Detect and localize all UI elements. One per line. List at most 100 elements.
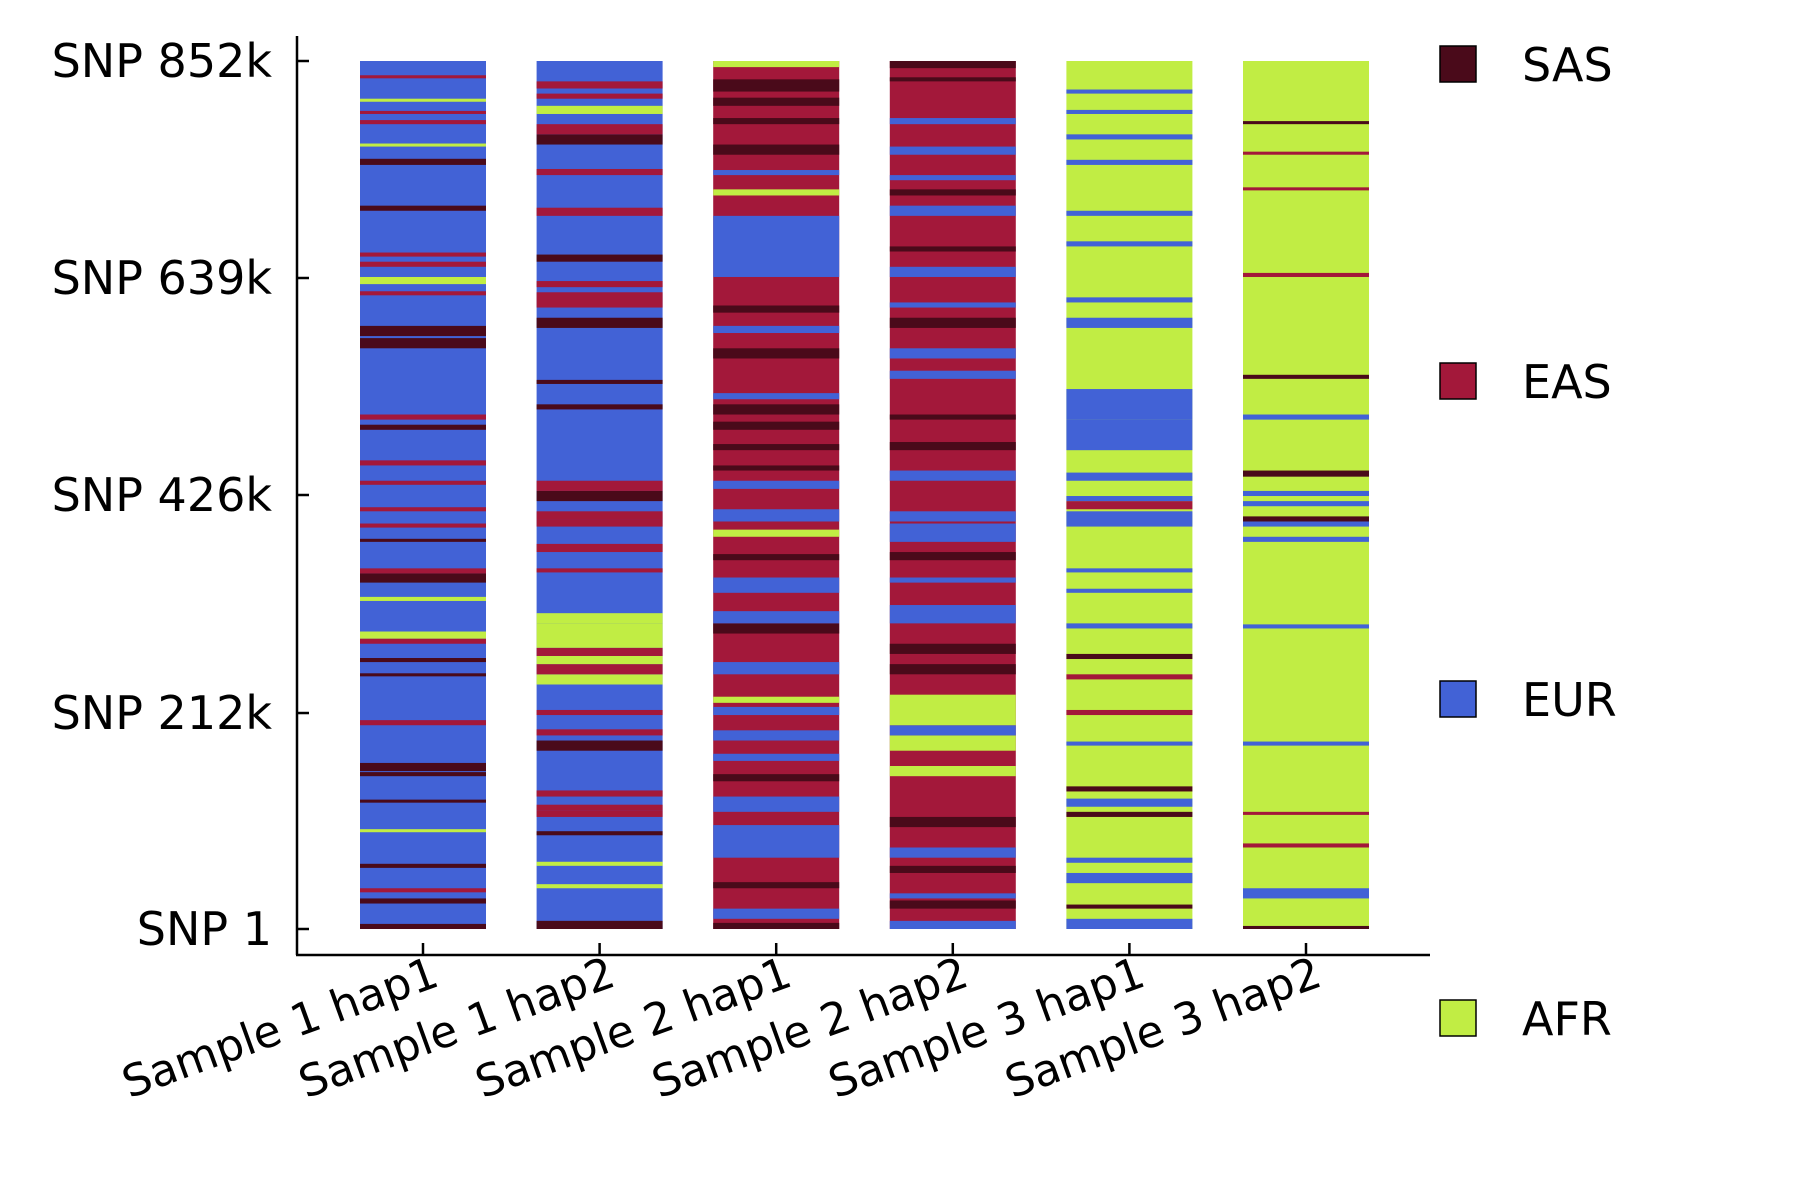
bar-segment-eur [1243,624,1369,629]
y-tick-label: SNP 639k [52,251,273,305]
bar-segment-eas [360,414,486,420]
bar-segment-sas [889,865,1016,873]
bar-segment-sas [713,774,840,782]
bar-segment-sas [889,664,1016,675]
bar-segment-sas [1066,904,1193,909]
bar-segment-eur [889,511,1016,522]
bar-segment-eur [713,480,840,489]
bar-segment-eas [360,507,486,512]
bar-segment-sas [713,118,840,125]
bar-segment-sas [889,552,1016,561]
bar-segment-eur [1243,741,1369,746]
bar-segment-sas [1066,653,1193,660]
bar-segment-eas [360,120,486,125]
bar-segment-sas [360,898,486,904]
bar-segment-eur [713,706,840,716]
bar-segment-eas [536,480,663,491]
bar-segment-eur [889,118,1016,125]
bar-segment-afr [536,884,663,889]
bar-segment-eas [1243,151,1369,155]
bar-segment-sas [360,338,486,349]
bar-segment-sas [713,444,840,451]
bar-segment-eas [536,709,663,716]
bar-segment-sas [889,442,1016,451]
bar-segment-afr [360,829,486,833]
bar-segment-eas [360,460,486,466]
legend-label-afr: AFR [1522,992,1612,1046]
bar-segment-eur [889,205,1016,216]
bar-segment-eur [713,908,840,919]
bar-segment-eas [536,124,663,135]
bar-segment-eas [536,804,663,811]
legend-label-sas: SAS [1522,38,1613,92]
bar-base-afr [1066,61,1193,929]
legend-swatch-eur [1439,680,1477,718]
bar-segment-sas [360,863,486,868]
bar-segment-sas [536,379,663,384]
bar-segment-sas [1243,516,1369,522]
bar-segment-afr [360,276,486,285]
bar-segment-eur [889,893,1016,899]
bar-segment-eur [1243,888,1369,899]
bar-segment-eur [1066,109,1193,114]
bar-segment-sas [1243,925,1369,930]
bar-segment-sas [713,404,840,415]
bar-segment-eur [889,920,1016,930]
bar-segment-eur [713,215,840,277]
bar-segment-sas [536,134,663,145]
bar-segment-afr [536,655,663,665]
bar-segment-afr [889,694,1016,726]
bar-segment-sas [360,325,486,337]
bar-segment-eas [1243,811,1369,815]
bar-segment-eur [713,611,840,624]
bar-segment-eas [360,888,486,893]
bar-segment-afr [536,674,663,685]
bar-segment-sas [536,317,663,328]
bar-segment-sas [360,658,486,663]
bar-segment-eur [889,302,1016,308]
bar-segment-eur [1243,521,1369,527]
bar-segment-eur [1066,741,1193,746]
bar-segment-eas [360,523,486,528]
legend-swatch-afr [1439,999,1477,1037]
bar-segment-sas [713,79,840,92]
bar-segment-sas [1243,374,1369,379]
bar-segment-sas [889,414,1016,420]
bar-segment-eas [536,664,663,675]
bar-segment-eas [536,281,663,288]
bar-segment-eas [1066,674,1193,680]
legend-label-eas: EAS [1522,355,1612,409]
bar-segment-eur [1066,568,1193,573]
bar-segment-sas [889,317,1016,328]
bar-segment-eas [360,480,486,485]
bar-segment-eas [536,519,663,527]
y-tick-label: SNP 426k [52,468,273,522]
bar-segment-afr [360,631,486,639]
bar-segment-sas [713,144,840,155]
bar-segment-eur [1243,414,1369,420]
bar-segment-eur [1243,501,1369,507]
bar-segment-sas [889,61,1016,69]
bar-segment-afr [713,189,840,196]
haplotype-bar [889,61,1016,930]
bar-segment-afr [889,765,1016,777]
bar-base-eas [889,61,1016,929]
bar-segment-sas [360,538,486,542]
haplotype-bar [713,61,840,930]
bar-segment-eas [536,568,663,573]
bar-segment-eas [1243,843,1369,848]
bar-segment-afr [713,61,840,68]
bar-segment-sas [360,923,486,930]
bar-segment-eur [889,523,1016,542]
haplotype-bar [536,61,663,930]
bar-segment-eas [360,252,486,257]
bar-segment-eur [1066,419,1193,451]
bar-segment-eur [1066,496,1193,502]
bar-segment-sas [360,158,486,165]
bar-segment-sas [536,740,663,751]
haplotype-bar [360,61,486,930]
bar-segment-eur [713,825,840,858]
bar-segment-eas [536,81,663,89]
bar-segment-sas [1066,786,1193,792]
bar-segment-eur [1066,134,1193,140]
